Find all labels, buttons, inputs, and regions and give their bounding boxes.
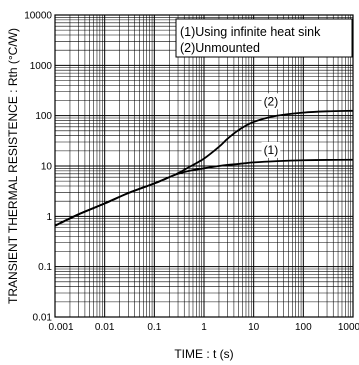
y-axis-title: TRANSIENT THERMAL RESISTENCE : Rth (°C/W…	[6, 28, 20, 304]
y-tick-label: 0.1	[38, 262, 52, 273]
y-tick-label: 1000	[30, 61, 53, 72]
x-tick-label: 1	[201, 322, 207, 333]
plot-frame	[54, 14, 354, 318]
x-axis-title: TIME : t (s)	[174, 347, 233, 361]
series-line-2	[54, 109, 354, 227]
y-tick-label: 100	[35, 111, 52, 122]
major-grid	[55, 15, 353, 317]
x-tick-labels: 0.001 0.01 0.1 1 10 100 1000	[48, 322, 359, 333]
x-tick-label: 100	[295, 322, 312, 333]
x-tick-label: 1000	[338, 322, 359, 333]
legend-box	[175, 18, 353, 58]
curve-label-2: (2)	[264, 94, 279, 108]
legend: (1)Using infinite heat sink (2)Unmounted	[175, 18, 353, 58]
series-layer: (1) (2)	[54, 93, 354, 227]
legend-entry-1: (1)Using infinite heat sink	[180, 25, 321, 39]
x-tick-label: 0.01	[95, 322, 115, 333]
y-tick-label: 1	[46, 212, 52, 223]
x-tick-label: 0.001	[48, 322, 73, 333]
y-tick-label: 0.01	[33, 313, 53, 324]
legend-entry-2: (2)Unmounted	[180, 41, 260, 55]
curve-label-bg	[261, 93, 281, 110]
y-tick-label: 10000	[24, 11, 52, 22]
y-tick-labels: 0.01 0.1 1 10 100 1000 10000	[24, 11, 52, 324]
x-tick-label: 10	[248, 322, 260, 333]
x-tick-label: 0.1	[147, 322, 161, 333]
curve-label-bg	[261, 141, 281, 158]
curve-label-1: (1)	[264, 143, 279, 157]
y-tick-label: 10	[41, 162, 53, 173]
